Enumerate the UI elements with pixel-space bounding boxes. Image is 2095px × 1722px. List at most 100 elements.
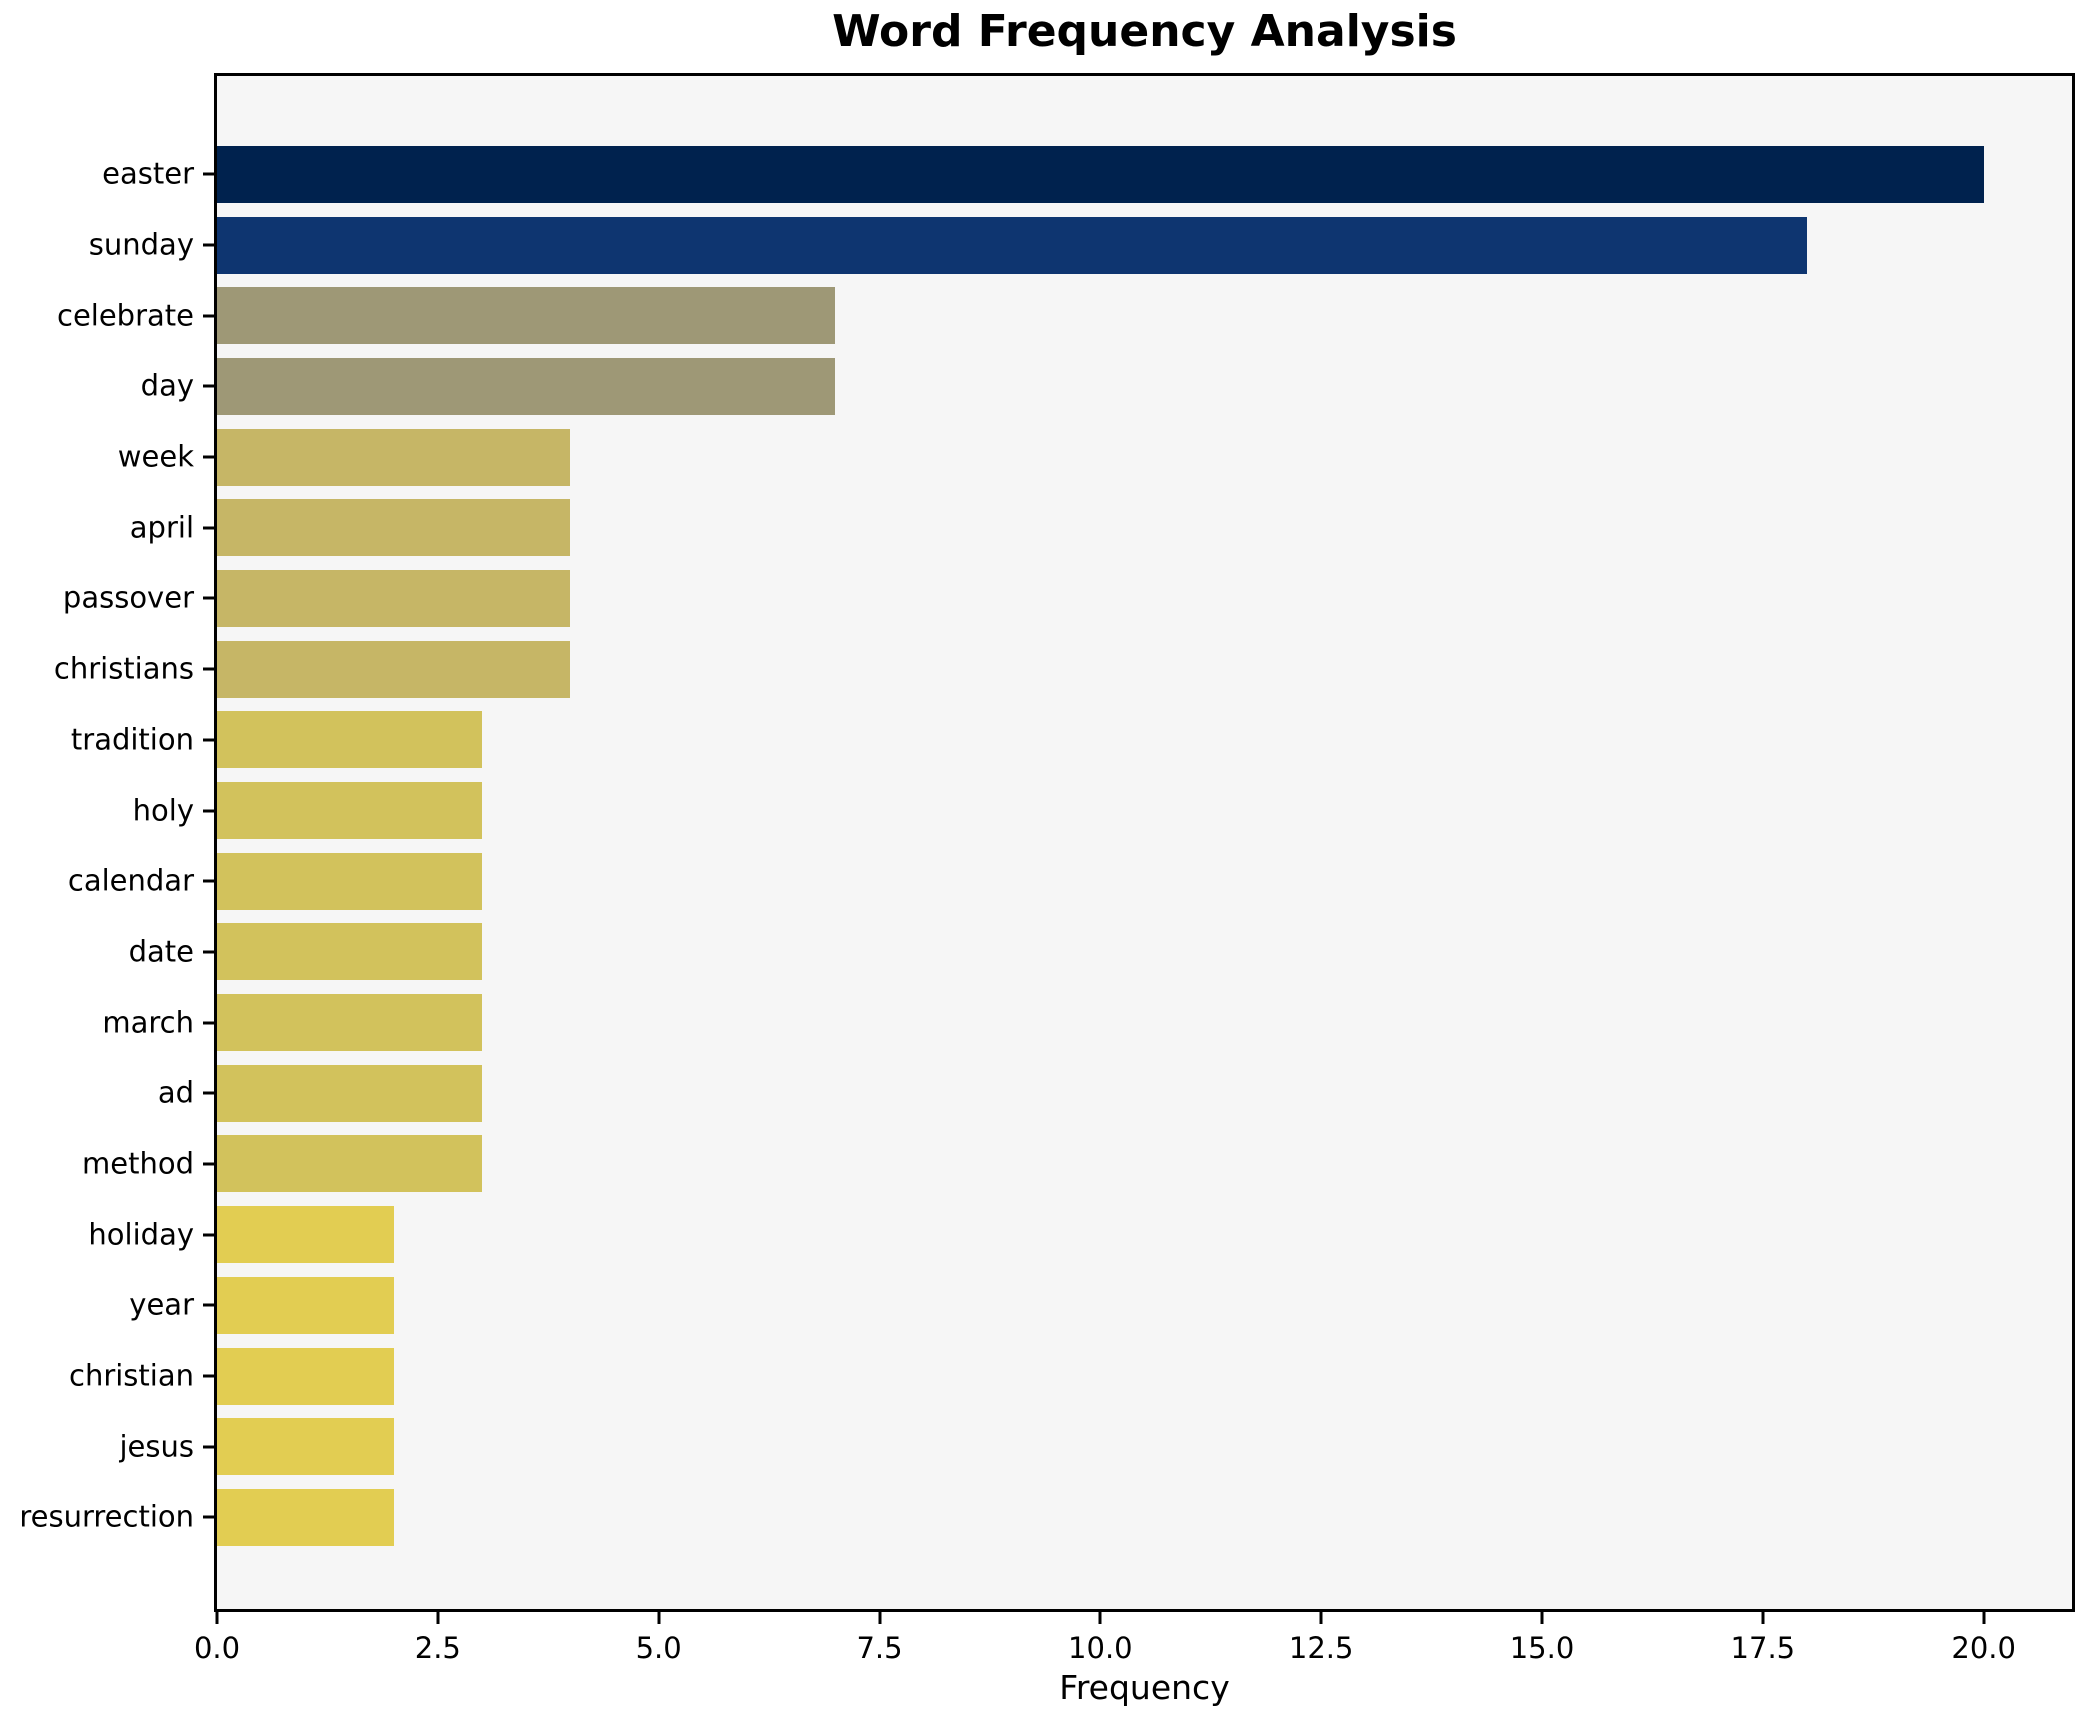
x-tick — [1098, 1612, 1102, 1624]
bar-row: holiday — [88, 1199, 2072, 1270]
x-tick — [436, 1612, 440, 1624]
bar-row: day — [141, 351, 2072, 422]
y-axis-label: christians — [53, 651, 194, 686]
frequency-bar — [217, 923, 482, 981]
y-axis-label: april — [129, 510, 194, 545]
bar-row: year — [129, 1270, 2072, 1341]
y-tick — [203, 1233, 214, 1237]
y-axis-label: method — [82, 1146, 194, 1181]
y-axis-label: holy — [132, 793, 194, 828]
y-tick — [203, 1303, 214, 1307]
bar-row: calendar — [68, 846, 2072, 917]
x-tick-label: 17.5 — [1730, 1631, 1796, 1665]
bar-row: april — [130, 492, 2072, 563]
x-tick-label: 10.0 — [1068, 1631, 1133, 1665]
frequency-bar — [217, 145, 1984, 203]
y-tick — [203, 667, 214, 671]
y-tick — [203, 526, 214, 530]
x-tick-label: 20.0 — [1951, 1631, 2016, 1665]
frequency-bar — [217, 1488, 394, 1546]
frequency-bar — [217, 216, 1807, 274]
y-axis-label: christian — [69, 1358, 194, 1393]
y-axis-label: march — [102, 1005, 194, 1040]
y-axis-label: jesus — [119, 1429, 195, 1464]
y-axis-label: sunday — [88, 227, 194, 262]
x-tick-label: 0.0 — [193, 1631, 241, 1665]
y-axis-label: ad — [157, 1075, 194, 1110]
bar-row: ad — [158, 1058, 2072, 1129]
y-tick — [203, 596, 214, 600]
x-tick-label: 7.5 — [856, 1631, 903, 1665]
x-tick — [878, 1612, 881, 1624]
x-tick — [657, 1612, 661, 1624]
x-tick-label: 2.5 — [414, 1631, 461, 1665]
bar-row: week — [118, 422, 2072, 493]
x-tick-label: 5.0 — [635, 1631, 682, 1665]
frequency-bar — [217, 782, 482, 840]
frequency-bar — [217, 640, 571, 698]
x-tick-label: 12.5 — [1288, 1631, 1354, 1665]
bar-row: christian — [69, 1341, 2072, 1412]
y-axis-label: year — [129, 1287, 194, 1322]
y-axis-label: celebrate — [57, 298, 194, 333]
frequency-bar — [217, 357, 836, 415]
x-tick-label: 15.0 — [1509, 1631, 1575, 1665]
y-axis-label: easter — [102, 156, 194, 191]
frequency-bar — [217, 569, 571, 627]
bar-row: sunday — [89, 210, 2072, 281]
bar-row: jesus — [120, 1411, 2072, 1482]
y-tick — [203, 243, 214, 247]
y-tick — [203, 1445, 214, 1449]
y-axis-label: holiday — [88, 1217, 194, 1252]
y-axis-label: resurrection — [19, 1499, 194, 1534]
y-axis-label: calendar — [67, 863, 194, 898]
x-tick — [1761, 1612, 1765, 1624]
y-tick — [203, 455, 214, 459]
frequency-bar — [217, 1347, 394, 1405]
bar-row: christians — [54, 634, 2072, 705]
y-axis-label: tradition — [70, 722, 194, 757]
y-tick — [203, 879, 214, 883]
y-tick — [203, 950, 214, 954]
bars-container: easter sunday celebrate day week april passove… — [19, 76, 2072, 1609]
frequency-bar — [217, 1135, 482, 1193]
bar-row: passover — [63, 563, 2072, 634]
y-tick — [203, 738, 214, 742]
y-tick — [203, 314, 214, 318]
y-axis-label: week — [117, 439, 194, 474]
bar-row: date — [129, 917, 2072, 988]
bar-row: easter — [102, 139, 2072, 210]
y-axis-label: passover — [62, 580, 194, 615]
x-tick — [1319, 1612, 1323, 1624]
frequency-bar — [217, 711, 482, 769]
bar-row: celebrate — [57, 280, 2072, 351]
x-tick — [1982, 1612, 1986, 1624]
bar-row: method — [82, 1129, 2072, 1200]
y-tick — [203, 1515, 214, 1519]
frequency-bar — [217, 287, 836, 345]
y-axis-label: day — [140, 368, 194, 403]
x-tick — [215, 1612, 219, 1624]
plot-area: easter sunday celebrate day week april passove… — [19, 73, 2075, 1704]
bar-row: holy — [133, 775, 2072, 846]
y-tick — [203, 1091, 214, 1095]
frequency-bar — [217, 499, 571, 557]
frequency-bar — [217, 1418, 394, 1476]
bar-row: march — [102, 987, 2072, 1058]
x-tick — [1540, 1612, 1544, 1624]
frequency-bar — [217, 1206, 394, 1264]
y-tick — [203, 809, 214, 813]
frequency-bar — [217, 852, 482, 910]
frequency-bar — [217, 1276, 394, 1334]
chart-title: Word Frequency Analysis — [832, 6, 1457, 57]
frequency-bar — [217, 1064, 482, 1122]
x-axis-label: Frequency — [1059, 1668, 1230, 1707]
y-tick — [203, 1374, 214, 1378]
y-tick — [203, 172, 214, 176]
y-tick — [203, 1021, 214, 1025]
frequency-bar — [217, 994, 482, 1052]
y-axis-label: date — [128, 934, 194, 969]
y-tick — [203, 384, 214, 388]
bar-row: resurrection — [19, 1482, 2072, 1553]
